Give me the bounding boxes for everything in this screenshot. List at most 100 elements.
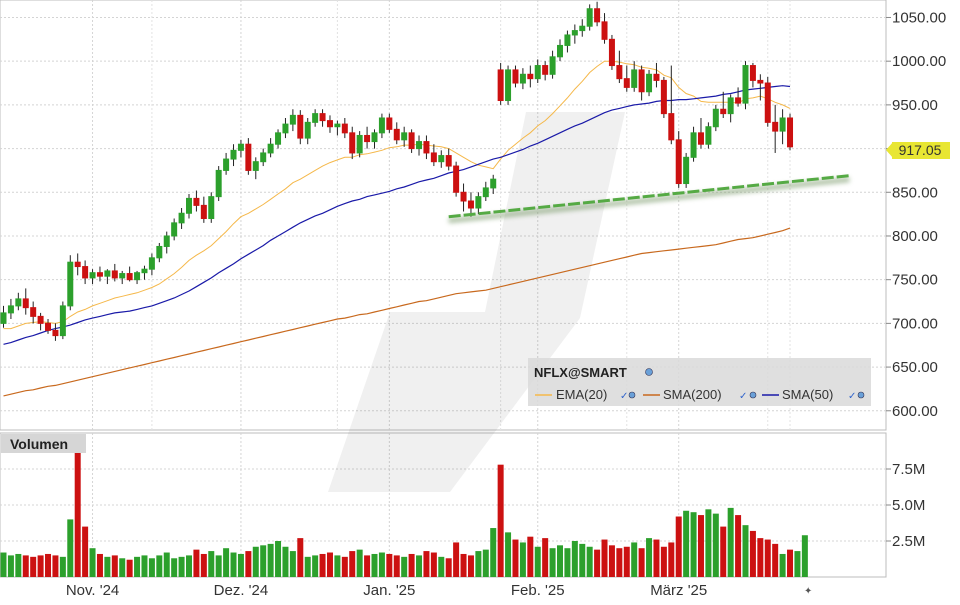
candle-body — [252, 161, 259, 171]
volume-bar — [37, 555, 44, 577]
candle-body — [512, 69, 519, 84]
volume-bar — [631, 542, 638, 577]
x-axis-label: Feb. '25 — [511, 582, 565, 599]
volume-bar — [156, 555, 163, 577]
candle-body — [119, 273, 126, 279]
legend-ema20-label: EMA(20) — [556, 387, 607, 402]
legend-sma50-gear-icon[interactable] — [857, 391, 865, 399]
volume-bar — [74, 441, 81, 577]
volume-bar — [720, 526, 727, 577]
legend-symbol-gear-icon[interactable] — [645, 368, 653, 376]
x-axis-label: Dez. '24 — [214, 582, 269, 599]
scroll-arrow-icon[interactable]: ✦ — [804, 586, 812, 597]
candle-body — [571, 30, 578, 36]
price-axis-label: 750.00 — [892, 272, 938, 289]
volume-bar — [534, 546, 541, 577]
candle-body — [356, 134, 363, 154]
candle-body — [282, 123, 289, 134]
candle-body — [660, 79, 667, 115]
candle-body — [186, 197, 192, 214]
candle-body — [45, 322, 52, 331]
volume-bar — [490, 528, 497, 577]
volume-bar — [453, 542, 460, 577]
candle-body — [749, 65, 756, 81]
candle-body — [542, 65, 549, 75]
volume-bar — [712, 513, 719, 577]
price-axis-label: 950.00 — [892, 97, 938, 114]
volume-bar — [304, 556, 311, 577]
candle-body — [326, 120, 333, 128]
candle-body — [349, 132, 356, 154]
volume-bar — [764, 539, 771, 577]
legend-ema20-gear-icon[interactable] — [628, 391, 636, 399]
volume-bar — [134, 556, 141, 577]
volume-bar — [505, 532, 512, 577]
volume-bar — [586, 546, 593, 577]
candle-body — [416, 141, 423, 150]
volume-bar — [15, 553, 22, 577]
candle-body — [519, 73, 526, 84]
volume-bar — [82, 526, 89, 577]
volume-bar — [141, 555, 148, 577]
candle-body — [430, 152, 437, 163]
candle-body — [497, 69, 504, 102]
candle-body — [564, 34, 571, 46]
volume-bar — [59, 556, 66, 577]
volume-bar — [260, 545, 267, 577]
volume-bar — [660, 546, 667, 577]
candle-body — [445, 155, 452, 167]
volume-bar — [519, 542, 526, 577]
volume-bar — [779, 553, 786, 577]
volume-bar — [445, 558, 452, 577]
legend-sma50-check-icon[interactable]: ✓ — [848, 391, 856, 402]
volume-bar — [749, 530, 756, 577]
candle-body — [623, 78, 630, 88]
candle-body — [297, 114, 304, 139]
volume-bar — [608, 545, 615, 577]
series-line-sma50 — [3, 85, 791, 345]
legend-sma200-gear-icon[interactable] — [749, 391, 757, 399]
volume-bar — [772, 543, 779, 577]
legend-sma200-check-icon[interactable]: ✓ — [739, 391, 747, 402]
volume-bar — [653, 539, 660, 577]
volume-bar — [119, 558, 126, 577]
legend-sma50-label: SMA(50) — [782, 387, 833, 402]
volume-bar — [171, 558, 178, 577]
candle-body — [534, 65, 541, 80]
candle-body — [96, 272, 103, 277]
volume-axis-label: 5.0M — [892, 497, 925, 514]
legend-ema20-check-icon[interactable]: ✓ — [620, 391, 628, 402]
trendline — [448, 174, 850, 219]
volume-axis-label: 2.5M — [892, 533, 925, 550]
candle-body — [364, 134, 371, 143]
candle-body — [126, 273, 133, 281]
volume-bar — [111, 555, 118, 577]
volume-bar — [186, 555, 192, 577]
volume-bar — [564, 548, 571, 577]
candle-body — [453, 165, 460, 193]
volume-bar — [430, 552, 437, 577]
candle-body — [594, 8, 601, 23]
candle-body — [393, 128, 400, 141]
volume-y-axis: 7.5M 5.0M 2.5M — [886, 461, 925, 550]
candle-body — [141, 268, 148, 274]
candle-body — [505, 69, 512, 102]
candle-body — [267, 143, 274, 154]
volume-bar — [230, 552, 237, 577]
candle-body — [438, 155, 445, 163]
volume-bar — [460, 553, 467, 577]
candle-body — [779, 117, 786, 132]
candle-body — [378, 117, 385, 134]
trendline-group — [448, 174, 850, 224]
volume-bar — [742, 525, 749, 577]
last-price-label: 917.05 — [899, 142, 942, 158]
volume-bar — [393, 555, 400, 577]
volume-bar — [30, 556, 37, 577]
volume-bar — [326, 552, 333, 577]
volume-bar — [341, 556, 348, 577]
candle-body — [460, 191, 467, 202]
volume-title-label: Volumen — [10, 436, 68, 452]
volume-bar — [7, 555, 14, 577]
volume-bar — [735, 515, 742, 577]
